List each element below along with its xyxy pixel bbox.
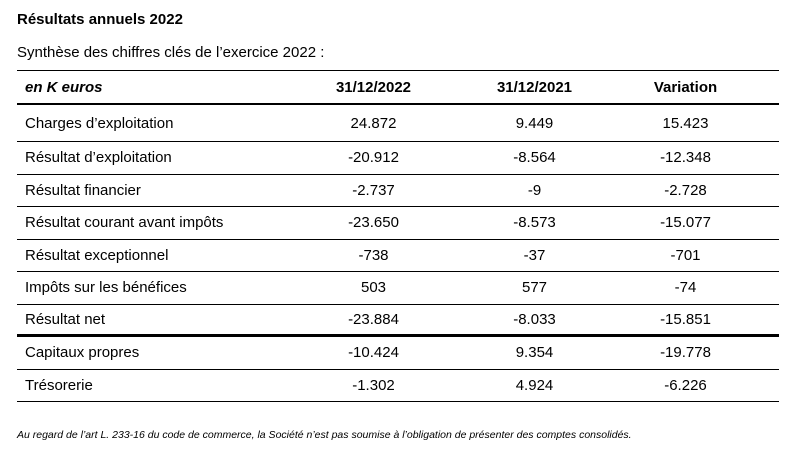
value-2022: 24.872 bbox=[350, 114, 397, 132]
header-unit: en K euros bbox=[25, 78, 103, 96]
document-title: Résultats annuels 2022 bbox=[17, 11, 183, 28]
value-2021: -8.564 bbox=[513, 149, 556, 167]
document-subtitle: Synthèse des chiffres clés de l’exercice… bbox=[17, 44, 325, 61]
value-2022: -1.302 bbox=[352, 376, 395, 394]
row-label: Impôts sur les bénéfices bbox=[25, 279, 187, 297]
value-variation: -701 bbox=[670, 246, 701, 264]
row-label: Trésorerie bbox=[25, 376, 93, 394]
row-label: Résultat net bbox=[25, 310, 106, 328]
value-variation: -74 bbox=[674, 279, 697, 297]
row-label: Charges d’exploitation bbox=[25, 114, 174, 132]
row-label: Résultat financier bbox=[25, 181, 141, 199]
table-row: Trésorerie -1.302 4.924 -6.226 bbox=[17, 370, 779, 402]
value-variation: -2.728 bbox=[664, 181, 707, 199]
value-2021: -8.573 bbox=[513, 214, 556, 232]
table-row: Impôts sur les bénéfices 503 577 -74 bbox=[17, 272, 779, 305]
value-2021: 577 bbox=[521, 279, 548, 297]
value-2021: 9.354 bbox=[515, 344, 554, 362]
financial-summary-table: en K euros 31/12/2022 31/12/2021 Variati… bbox=[17, 70, 779, 402]
table-row: Résultat d’exploitation -20.912 -8.564 -… bbox=[17, 142, 779, 175]
value-2022: -23.884 bbox=[348, 310, 399, 328]
table-row: Résultat financier -2.737 -9 -2.728 bbox=[17, 175, 779, 207]
value-2022: -738 bbox=[358, 246, 389, 264]
table-row: Résultat courant avant impôts -23.650 -8… bbox=[17, 207, 779, 240]
row-label: Résultat d’exploitation bbox=[25, 149, 172, 167]
value-2021: -37 bbox=[523, 246, 546, 264]
value-2022: -10.424 bbox=[348, 344, 399, 362]
table-row: Résultat net -23.884 -8.033 -15.851 bbox=[17, 305, 779, 337]
table-row: Capitaux propres -10.424 9.354 -19.778 bbox=[17, 337, 779, 370]
row-label: Résultat exceptionnel bbox=[25, 246, 169, 264]
value-2022: 503 bbox=[360, 279, 387, 297]
value-2022: -20.912 bbox=[348, 149, 399, 167]
value-2022: -2.737 bbox=[352, 181, 395, 199]
table-header-row: en K euros 31/12/2022 31/12/2021 Variati… bbox=[17, 71, 779, 105]
header-2022: 31/12/2022 bbox=[335, 78, 412, 96]
value-2022: -23.650 bbox=[348, 214, 399, 232]
value-2021: -8.033 bbox=[513, 310, 556, 328]
row-label: Capitaux propres bbox=[25, 344, 140, 362]
value-2021: -9 bbox=[527, 181, 542, 199]
value-variation: -15.851 bbox=[660, 310, 711, 328]
value-variation: -12.348 bbox=[660, 149, 711, 167]
value-2021: 4.924 bbox=[515, 376, 554, 394]
footnote: Au regard de l’art L. 233-16 du code de … bbox=[17, 429, 632, 441]
row-label: Résultat courant avant impôts bbox=[25, 214, 224, 232]
table-row: Résultat exceptionnel -738 -37 -701 bbox=[17, 240, 779, 272]
value-variation: 15.423 bbox=[662, 114, 709, 132]
header-2021: 31/12/2021 bbox=[496, 78, 573, 96]
table-row: Charges d’exploitation 24.872 9.449 15.4… bbox=[17, 105, 779, 142]
header-variation: Variation bbox=[653, 78, 718, 96]
value-variation: -6.226 bbox=[664, 376, 707, 394]
value-variation: -19.778 bbox=[660, 344, 711, 362]
value-2021: 9.449 bbox=[515, 114, 554, 132]
value-variation: -15.077 bbox=[660, 214, 711, 232]
